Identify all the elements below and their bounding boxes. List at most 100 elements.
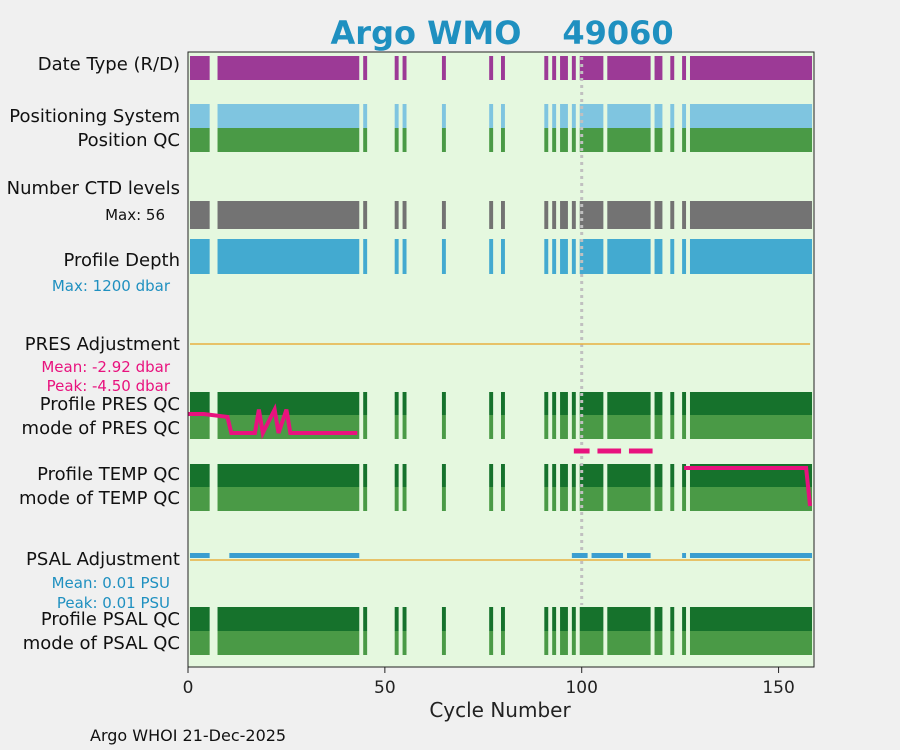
mode_temp_qc-bar <box>560 487 568 511</box>
mode_psal_qc-bar <box>689 631 813 655</box>
positioning-bar <box>654 104 663 128</box>
psal-adjustment-segment <box>689 553 813 558</box>
row-label-positioning: Positioning System <box>9 106 180 127</box>
row-label-mode_temp_qc: mode of TEMP QC <box>19 488 180 509</box>
profile_temp_qc-bar <box>217 464 360 487</box>
mode_temp_qc-bar <box>654 487 663 511</box>
profile_temp_qc-bar <box>607 464 651 487</box>
profile_pres_qc-bar <box>363 392 368 415</box>
mode_pres_qc-bar <box>441 415 446 439</box>
ctd_levels-bar <box>670 201 675 229</box>
ctd_levels-bar <box>552 201 557 229</box>
row-label-date_type: Date Type (R/D) <box>38 54 180 75</box>
mode_psal_qc-bar <box>441 631 446 655</box>
footer-credit: Argo WHOI 21-Dec-2025 <box>90 726 286 745</box>
ctd_levels-bar <box>689 201 813 229</box>
mode_temp_qc-bar <box>579 487 604 511</box>
profile_depth-bar <box>670 239 675 274</box>
row-label-profile_temp_qc: Profile TEMP QC <box>37 464 180 485</box>
mode_temp_qc-bar <box>552 487 557 511</box>
ctd_levels-bar <box>394 201 399 229</box>
mode_temp_qc-bar <box>402 487 407 511</box>
date_type-bar <box>544 56 549 80</box>
plot-frame <box>187 51 815 668</box>
date_type-bar <box>402 56 407 80</box>
date_type-bar <box>394 56 399 80</box>
x-tick-label: 150 <box>762 678 794 698</box>
positioning-bar <box>402 104 407 128</box>
psal-adjustment-segment <box>571 553 588 558</box>
positioning-bar <box>560 104 568 128</box>
ctd_levels-bar <box>654 201 663 229</box>
mode_pres_qc-bar <box>189 415 210 439</box>
profile_pres_qc-bar <box>670 392 675 415</box>
mode_psal_qc-bar <box>654 631 663 655</box>
position_qc-bar <box>579 128 604 152</box>
psal-adjustment-segment <box>591 553 624 558</box>
mode_pres_qc-bar <box>579 415 604 439</box>
ctd_levels-bar <box>607 201 651 229</box>
profile_pres_qc-bar <box>441 392 446 415</box>
position_qc-bar <box>489 128 494 152</box>
positioning-bar <box>363 104 368 128</box>
profile_temp_qc-bar <box>363 464 368 487</box>
position_qc-bar <box>607 128 651 152</box>
profile_psal_qc-bar <box>552 607 557 631</box>
mode_psal_qc-bar <box>571 631 576 655</box>
mode_psal_qc-bar <box>402 631 407 655</box>
profile_temp_qc-bar <box>560 464 568 487</box>
mode_psal_qc-bar <box>394 631 399 655</box>
profile_depth-bar <box>571 239 576 274</box>
mode_temp_qc-bar <box>363 487 368 511</box>
mode_psal_qc-bar <box>552 631 557 655</box>
temp-adjustment-series <box>684 466 813 507</box>
psal-adjustment-segment <box>682 553 687 558</box>
pres-mean-label: Mean: -2.92 dbar <box>41 358 171 376</box>
date_type-bar <box>552 56 557 80</box>
position_qc-bar <box>189 128 210 152</box>
psal-adjustment-segment <box>189 553 210 558</box>
position_qc-bar <box>682 128 687 152</box>
row-label-pres_adjustment: PRES Adjustment <box>25 334 180 355</box>
profile_psal_qc-bar <box>363 607 368 631</box>
profile_psal_qc-bar <box>654 607 663 631</box>
positioning-bar <box>189 104 210 128</box>
profile_depth-bar <box>402 239 407 274</box>
positioning-bar <box>571 104 576 128</box>
x-axis-label: Cycle Number <box>429 698 571 722</box>
mode_pres_qc-bar <box>571 415 576 439</box>
ctd_levels-bar <box>441 201 446 229</box>
positioning-bar <box>501 104 505 128</box>
mode_temp_qc-bar <box>682 487 687 511</box>
profile_temp_qc-bar <box>441 464 446 487</box>
row-label-mode_pres_qc: mode of PRES QC <box>22 418 180 439</box>
row-label-profile_psal_qc: Profile PSAL QC <box>41 609 180 630</box>
position_qc-bar <box>441 128 446 152</box>
mode_temp_qc-bar <box>217 487 360 511</box>
plot-area <box>188 52 814 667</box>
profile_psal_qc-bar <box>489 607 494 631</box>
profile_temp_qc-bar <box>670 464 675 487</box>
profile_pres_qc-bar <box>571 392 576 415</box>
mode_psal_qc-bar <box>607 631 651 655</box>
mode_pres_qc-bar <box>544 415 549 439</box>
profile_depth-bar <box>363 239 368 274</box>
profile_psal_qc-bar <box>607 607 651 631</box>
mode_psal_qc-bar <box>489 631 494 655</box>
mode_temp_qc-bar <box>441 487 446 511</box>
positioning-bar <box>441 104 446 128</box>
position_qc-bar <box>571 128 576 152</box>
ctd_levels-bar <box>189 201 210 229</box>
mode_psal_qc-bar <box>217 631 360 655</box>
profile_psal_qc-bar <box>217 607 360 631</box>
mode_temp_qc-bar <box>670 487 675 511</box>
position_qc-bar <box>670 128 675 152</box>
x-tick-label: 0 <box>183 678 194 698</box>
mode_pres_qc-bar <box>682 415 687 439</box>
positioning-bar <box>670 104 675 128</box>
mode_psal_qc-bar <box>579 631 604 655</box>
profile_psal_qc-bar <box>571 607 576 631</box>
profile_psal_qc-bar <box>402 607 407 631</box>
profile_depth-bar <box>441 239 446 274</box>
